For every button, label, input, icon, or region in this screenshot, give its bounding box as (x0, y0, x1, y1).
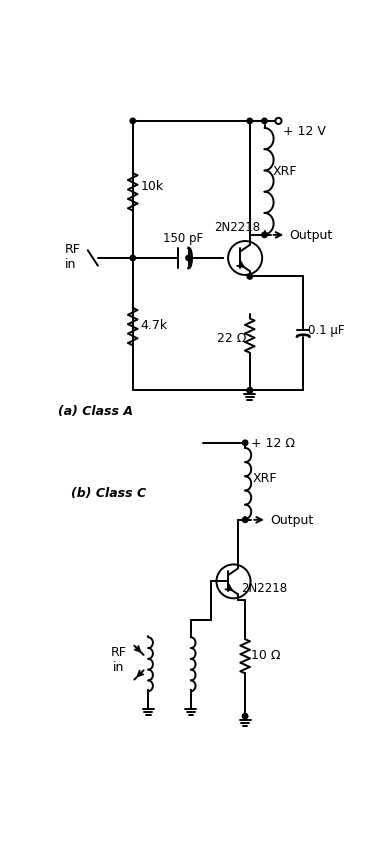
Circle shape (186, 256, 191, 262)
Text: (b) Class C: (b) Class C (71, 486, 146, 499)
Text: 2N2218: 2N2218 (241, 581, 287, 594)
Text: 2N2218: 2N2218 (214, 221, 260, 234)
Circle shape (247, 388, 252, 393)
Circle shape (130, 256, 135, 262)
Text: Output: Output (270, 514, 313, 527)
Text: Output: Output (289, 229, 332, 242)
Circle shape (242, 441, 248, 446)
Circle shape (247, 275, 252, 280)
Text: 0.1 μF: 0.1 μF (308, 324, 344, 337)
Text: + 12 V: + 12 V (283, 125, 326, 138)
Text: (a) Class A: (a) Class A (59, 405, 133, 418)
Circle shape (262, 119, 267, 125)
Circle shape (242, 714, 248, 719)
Text: 4.7k: 4.7k (141, 319, 168, 331)
Text: + 12 Ω: + 12 Ω (251, 437, 295, 449)
Circle shape (130, 119, 135, 125)
Circle shape (276, 119, 282, 125)
Text: XRF: XRF (272, 164, 297, 177)
Circle shape (247, 388, 252, 393)
Circle shape (262, 233, 267, 238)
Text: XRF: XRF (253, 471, 277, 485)
Text: 22 Ω: 22 Ω (217, 331, 246, 344)
Text: 10 Ω: 10 Ω (251, 647, 281, 661)
Circle shape (242, 517, 248, 523)
Text: 150 pF: 150 pF (163, 232, 203, 245)
Text: RF
in: RF in (111, 645, 127, 673)
Text: RF
in: RF in (65, 243, 81, 271)
Circle shape (247, 119, 252, 125)
Text: 10k: 10k (141, 180, 164, 193)
